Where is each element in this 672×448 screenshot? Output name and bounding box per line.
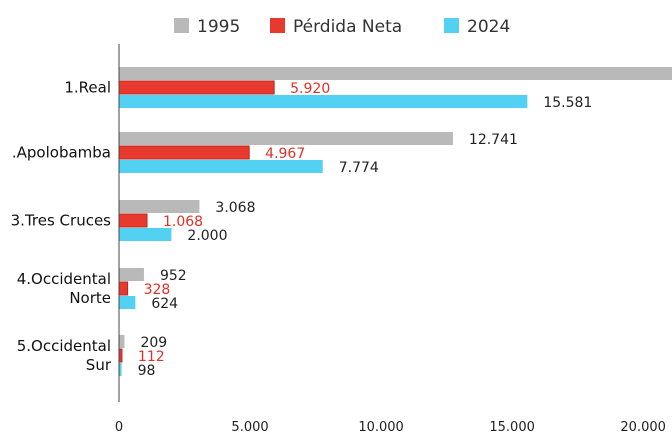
bar-0-2	[119, 95, 528, 108]
value-label-4-0: 209	[140, 335, 167, 351]
legend: 1995 Pérdida Neta 2024	[174, 17, 510, 37]
bar-1-2	[119, 160, 323, 173]
bar-1-1	[118, 145, 250, 160]
bars: 5.920 15.581 12.741 4.967 7.774 3.068 1.0682.0…	[118, 67, 672, 379]
value-label-3-2: 624	[151, 296, 178, 312]
value-label-1-1: 4.967	[265, 146, 305, 162]
category-label-2: 3.Tres Cruces	[11, 212, 112, 230]
value-label-4-1: 112	[138, 349, 165, 365]
bar-3-1	[118, 281, 129, 296]
bar-3-2	[119, 296, 136, 309]
x-tick-label-3: 15.000	[489, 420, 535, 435]
bar-4-2	[119, 363, 122, 376]
x-tick-label-2: 10.000	[358, 420, 404, 435]
x-axis: 0 5.000 10.000 15.000 20.000	[115, 420, 666, 435]
bar-1-0	[119, 132, 453, 145]
category-label-4-1: Sur	[86, 356, 112, 374]
bar-2-0	[119, 200, 200, 213]
x-tick-label-0: 0	[115, 420, 123, 435]
value-label-1-2: 7.774	[339, 160, 379, 176]
category-label-4-0: 5.Occidental	[17, 337, 111, 355]
bar-0-1	[118, 80, 275, 95]
value-label-4-2: 98	[138, 363, 156, 379]
value-label-2-2: 2.000	[187, 228, 227, 244]
bar-3-0	[119, 268, 144, 281]
bar-2-2	[119, 228, 172, 241]
category-label-3-0: 4.Occidental	[17, 270, 111, 288]
value-label-3-1: 328	[144, 282, 171, 298]
legend-swatch-2	[444, 18, 459, 33]
x-tick-label-1: 5.000	[231, 420, 268, 435]
value-label-0-1: 5.920	[290, 81, 330, 97]
bar-4-0	[119, 335, 125, 348]
legend-swatch-1	[270, 18, 285, 33]
bar-2-1	[118, 213, 148, 228]
value-label-2-1: 1.068	[163, 214, 203, 230]
x-tick-label-4: 20.000	[620, 420, 666, 435]
legend-label-2: 2024	[467, 17, 510, 37]
legend-label-1: Pérdida Neta	[293, 17, 402, 37]
value-label-0-2: 15.581	[543, 95, 592, 111]
value-label-1-0: 12.741	[469, 132, 518, 148]
legend-label-0: 1995	[197, 17, 240, 37]
category-label-1: .Apolobamba	[12, 144, 111, 162]
category-label-0: 1.Real	[64, 79, 111, 97]
value-label-3-0: 952	[160, 268, 187, 284]
legend-swatch-0	[174, 18, 189, 33]
value-label-2-0: 3.068	[215, 200, 255, 216]
category-labels: 1.Real .Apolobamba 3.Tres Cruces 4.Occident…	[11, 79, 112, 375]
bar-0-0	[119, 67, 672, 80]
category-label-3-1: Norte	[69, 289, 111, 307]
